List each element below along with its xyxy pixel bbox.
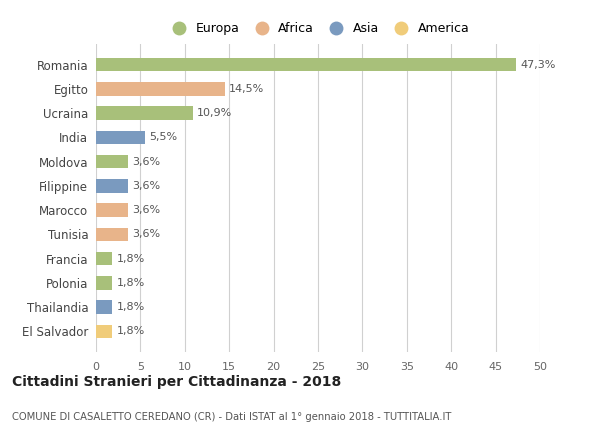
Bar bbox=[96, 276, 112, 290]
Bar bbox=[96, 301, 112, 314]
Bar bbox=[96, 82, 225, 95]
Text: 10,9%: 10,9% bbox=[197, 108, 232, 118]
Bar bbox=[96, 227, 128, 241]
Text: 3,6%: 3,6% bbox=[133, 229, 161, 239]
Bar bbox=[96, 106, 193, 120]
Text: 3,6%: 3,6% bbox=[133, 181, 161, 191]
Bar bbox=[96, 179, 128, 193]
Text: 3,6%: 3,6% bbox=[133, 205, 161, 215]
Text: 1,8%: 1,8% bbox=[116, 302, 145, 312]
Bar bbox=[96, 203, 128, 217]
Text: 3,6%: 3,6% bbox=[133, 157, 161, 167]
Bar bbox=[96, 252, 112, 265]
Text: 1,8%: 1,8% bbox=[116, 326, 145, 336]
Bar bbox=[96, 131, 145, 144]
Bar bbox=[96, 155, 128, 169]
Text: COMUNE DI CASALETTO CEREDANO (CR) - Dati ISTAT al 1° gennaio 2018 - TUTTITALIA.I: COMUNE DI CASALETTO CEREDANO (CR) - Dati… bbox=[12, 412, 451, 422]
Bar bbox=[96, 325, 112, 338]
Legend: Europa, Africa, Asia, America: Europa, Africa, Asia, America bbox=[164, 19, 472, 37]
Text: 1,8%: 1,8% bbox=[116, 253, 145, 264]
Text: 1,8%: 1,8% bbox=[116, 278, 145, 288]
Text: 47,3%: 47,3% bbox=[520, 60, 556, 70]
Text: 14,5%: 14,5% bbox=[229, 84, 265, 94]
Bar bbox=[96, 58, 516, 71]
Text: 5,5%: 5,5% bbox=[149, 132, 178, 143]
Text: Cittadini Stranieri per Cittadinanza - 2018: Cittadini Stranieri per Cittadinanza - 2… bbox=[12, 375, 341, 389]
